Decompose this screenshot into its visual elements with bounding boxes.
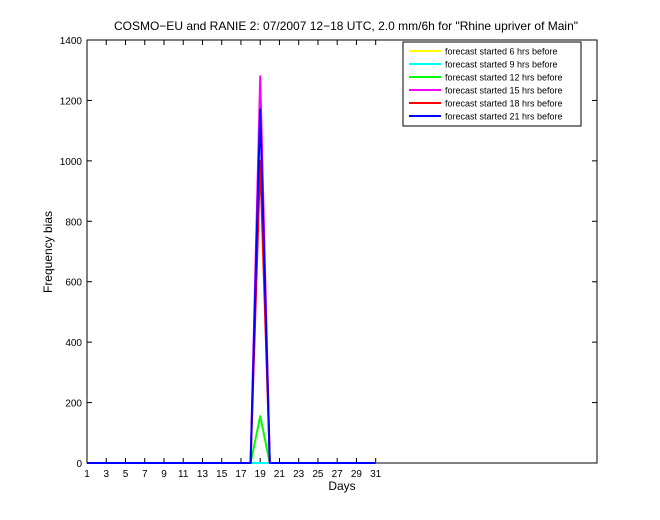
x-tick-label: 23	[293, 469, 305, 480]
x-tick-label: 27	[332, 469, 344, 480]
x-tick-label: 25	[312, 469, 324, 480]
legend-label: forecast started 18 hrs before	[445, 99, 563, 109]
series-line-6	[87, 108, 376, 464]
x-axis: 1 3 5 7 9 11 13 15 17 19 21 23 25 27 29 31	[84, 40, 382, 480]
x-tick-label: 29	[351, 469, 363, 480]
x-tick-label: 15	[216, 469, 228, 480]
y-tick-label: 200	[65, 399, 82, 410]
x-tick-label: 3	[103, 469, 109, 480]
x-tick-label: 17	[235, 469, 247, 480]
y-tick-label: 1400	[60, 36, 83, 47]
series-lines	[87, 75, 376, 464]
y-tick-label: 0	[76, 459, 82, 470]
x-tick-label: 21	[274, 469, 286, 480]
legend-label: forecast started 21 hrs before	[445, 112, 563, 122]
legend-label: forecast started 9 hrs before	[445, 60, 558, 70]
y-tick-label: 800	[65, 217, 82, 228]
y-tick-label: 400	[65, 338, 82, 349]
x-tick-label: 7	[142, 469, 148, 480]
y-axis: 0 200 400 600 800 1000 1200 1400	[60, 36, 597, 470]
y-axis-label: Frequency bias	[41, 211, 55, 293]
legend-label: forecast started 12 hrs before	[445, 73, 563, 83]
legend-label: forecast started 6 hrs before	[445, 47, 558, 57]
legend: forecast started 6 hrs before forecast st…	[402, 41, 582, 127]
x-tick-label: 1	[84, 469, 90, 480]
chart-title: COSMO−EU and RANIE 2: 07/2007 12−18 UTC,…	[114, 19, 578, 33]
x-tick-label: 19	[255, 469, 267, 480]
y-tick-label: 1200	[60, 96, 83, 107]
x-tick-label: 5	[123, 469, 129, 480]
x-tick-label: 13	[197, 469, 209, 480]
x-tick-label: 9	[161, 469, 167, 480]
x-tick-label: 31	[370, 469, 382, 480]
x-tick-label: 11	[178, 469, 189, 480]
y-tick-label: 600	[65, 278, 82, 289]
legend-label: forecast started 15 hrs before	[445, 86, 563, 96]
x-axis-label: Days	[328, 479, 355, 493]
legend-box	[402, 41, 582, 127]
y-tick-label: 1000	[60, 157, 83, 168]
